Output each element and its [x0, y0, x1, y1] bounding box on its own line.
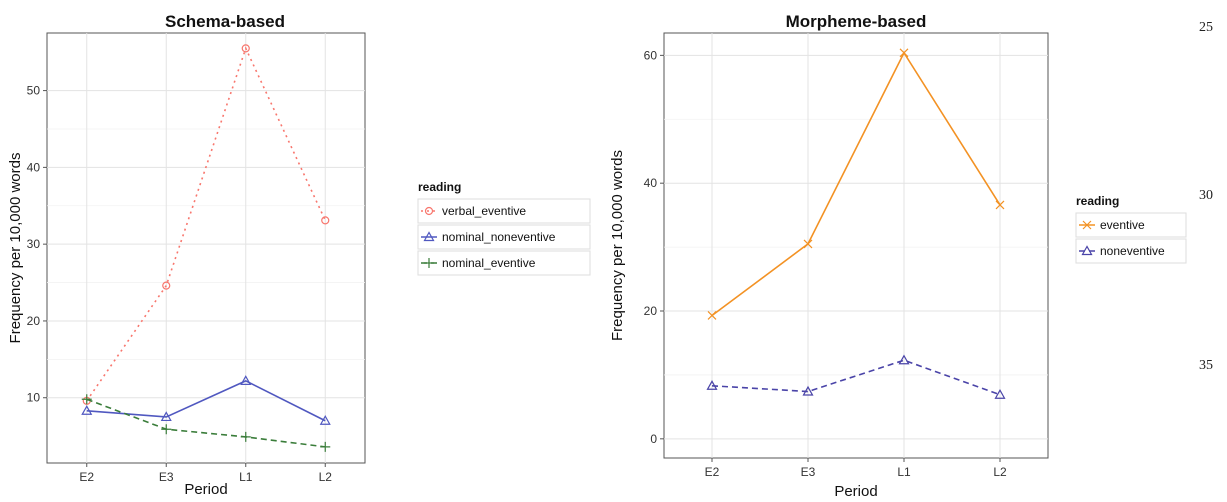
legend-key-box — [417, 250, 591, 276]
legend-label-eventive: eventive — [1100, 218, 1145, 232]
x-tick-label: L1 — [897, 465, 911, 479]
data-point-eventive — [995, 200, 1005, 210]
series-noneventive — [706, 354, 1006, 399]
series-nominal_eventive — [81, 394, 331, 452]
data-point-verbal_eventive — [162, 281, 171, 290]
data-point-verbal_eventive — [321, 216, 330, 225]
data-point-noneventive — [994, 389, 1006, 399]
legend-key-marker — [1082, 220, 1092, 230]
series-eventive — [707, 48, 1005, 320]
chart-title: Schema-based — [165, 12, 285, 31]
y-tick-label: 40 — [644, 176, 658, 190]
margin-line-number: 25 — [1199, 20, 1213, 35]
chart-title: Morpheme-based — [786, 12, 927, 31]
data-point-verbal_eventive — [241, 44, 250, 53]
data-point-nominal_eventive — [320, 441, 331, 452]
data-point-nominal_noneventive — [240, 375, 252, 385]
data-point-noneventive — [802, 385, 814, 396]
data-point-nominal_eventive — [240, 431, 251, 442]
plot-panel — [663, 32, 1049, 459]
x-tick-label: E3 — [159, 470, 174, 484]
data-point-nominal_noneventive — [81, 405, 93, 415]
x-tick-label: L2 — [993, 465, 1007, 479]
legend: reading verbal_eventive nominal_noneventiv… — [417, 180, 591, 276]
legend-label-nominal_noneventive: nominal_noneventive — [442, 230, 556, 244]
margin-line-number: 30 — [1199, 188, 1213, 203]
y-tick-label: 0 — [650, 432, 657, 446]
legend-label-nominal_eventive: nominal_eventive — [442, 256, 536, 270]
x-axis-title: Period — [834, 483, 877, 500]
legend-title: reading — [418, 180, 461, 194]
data-point-nominal_noneventive — [160, 411, 172, 422]
y-axis-title: Frequency per 10,000 words — [7, 153, 24, 344]
y-axis-title: Frequency per 10,000 words — [609, 150, 626, 341]
series-line-eventive — [711, 51, 1001, 317]
y-tick-label: 40 — [27, 160, 41, 174]
data-point-nominal_eventive — [161, 424, 172, 435]
data-point-noneventive — [898, 354, 910, 365]
data-point-nominal_eventive — [81, 394, 92, 405]
data-point-nominal_noneventive — [319, 415, 331, 425]
chart-1: 10 20 30 40 50 E2 E3 L1 L2 Schema-based Period Freq… — [7, 12, 591, 498]
legend-label-verbal_eventive: verbal_eventive — [442, 204, 526, 218]
legend-title: reading — [1076, 194, 1119, 208]
legend: reading eventive noneventive — [1075, 194, 1187, 264]
data-point-eventive — [707, 311, 717, 320]
x-tick-label: L2 — [319, 470, 333, 484]
x-tick-label: E2 — [79, 470, 94, 484]
data-point-eventive — [899, 48, 909, 58]
y-tick-label: 30 — [27, 237, 41, 251]
legend-key-marker — [423, 231, 435, 242]
legend-key-marker — [1081, 245, 1093, 256]
chart-2: 0 20 40 60 E2 E3 L1 L2 Morpheme-based Period Frequ… — [609, 12, 1187, 500]
x-tick-label: E3 — [801, 465, 816, 479]
legend-key-marker — [424, 206, 434, 216]
legend-key-box — [417, 224, 591, 250]
y-tick-label: 60 — [644, 48, 658, 62]
legend-key-marker — [424, 258, 434, 268]
plot-panel — [46, 32, 366, 464]
legend-label-noneventive: noneventive — [1100, 244, 1165, 258]
series-line-nominal_eventive — [86, 398, 326, 448]
data-point-noneventive — [706, 380, 718, 390]
x-axis-title: Period — [184, 481, 227, 498]
x-tick-label: E2 — [705, 465, 720, 479]
margin-line-number: 35 — [1199, 358, 1213, 373]
x-tick-label: L1 — [239, 470, 253, 484]
data-point-eventive — [803, 239, 813, 249]
series-line-verbal_eventive — [86, 46, 326, 402]
y-tick-label: 20 — [644, 304, 658, 318]
legend-key-box — [1075, 238, 1187, 264]
y-tick-label: 50 — [27, 84, 41, 98]
y-tick-label: 10 — [27, 391, 41, 405]
y-tick-label: 20 — [27, 314, 41, 328]
margin-line-numbers: 25 30 35 — [1199, 20, 1213, 373]
legend-key-box — [417, 198, 591, 224]
